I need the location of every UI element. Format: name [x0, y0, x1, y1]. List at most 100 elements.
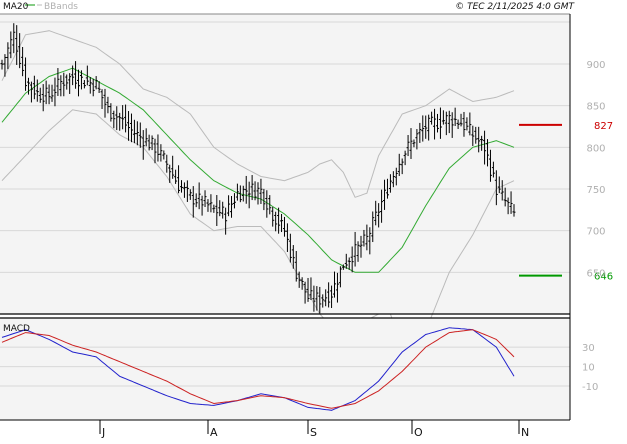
ohlc-bar	[212, 204, 216, 213]
ohlc-bar	[115, 106, 119, 131]
ohlc-bar	[456, 119, 460, 129]
ohlc-bar	[194, 193, 198, 208]
ohlc-bar	[244, 175, 248, 204]
ohlc-bars	[0, 23, 516, 314]
ohlc-bar	[50, 84, 54, 102]
price-y-tick-label: 900	[586, 60, 605, 71]
ohlc-bar	[306, 277, 310, 302]
ohlc-bar	[400, 158, 404, 175]
ohlc-bar	[421, 115, 425, 142]
ohlc-bar	[26, 77, 30, 95]
ohlc-bar	[62, 72, 66, 97]
ohlc-bar	[256, 182, 260, 205]
ohlc-bar	[129, 113, 133, 143]
ohlc-bar	[12, 23, 16, 54]
ohlc-bar	[324, 289, 328, 307]
ohlc-bar	[253, 181, 257, 201]
ohlc-bar	[15, 25, 19, 65]
ohlc-bar	[97, 81, 101, 93]
ohlc-bar	[371, 211, 375, 243]
ohlc-bar	[191, 186, 195, 218]
ohlc-bar	[179, 180, 183, 193]
macd-panel: 30 10 -10	[0, 318, 598, 420]
ohlc-bar	[150, 135, 154, 151]
ohlc-bar	[377, 203, 381, 228]
ohlc-bar	[41, 84, 45, 112]
ohlc-bar	[29, 81, 33, 103]
ohlc-bar	[497, 176, 501, 194]
ohlc-bar	[453, 107, 457, 127]
ohlc-bar	[227, 195, 231, 217]
ohlc-bar	[468, 112, 472, 136]
x-tick-label: O	[414, 426, 423, 439]
macd-y-tick-label: 10	[582, 363, 595, 374]
price-y-tick-label: 700	[586, 227, 605, 238]
ohlc-bar	[500, 180, 504, 201]
ohlc-bar	[232, 193, 236, 209]
ohlc-bar	[215, 195, 219, 226]
ohlc-bar	[94, 76, 98, 90]
ohlc-bar	[235, 183, 239, 201]
ohlc-bar	[338, 266, 342, 288]
ohlc-bar	[412, 139, 416, 148]
ohlc-bar	[112, 110, 116, 129]
ohlc-bar	[79, 70, 83, 90]
ohlc-bar	[153, 138, 157, 164]
ohlc-bar	[471, 125, 475, 147]
ohlc-bar	[365, 224, 369, 251]
ohlc-bar	[330, 285, 334, 308]
ohlc-bar	[127, 111, 131, 141]
ohlc-bar	[300, 277, 304, 290]
ohlc-bar	[318, 286, 322, 314]
ohlc-bar	[362, 229, 366, 247]
ohlc-bar	[506, 197, 510, 215]
macd-grid	[0, 346, 570, 387]
ohlc-bar	[56, 68, 60, 96]
ohlc-bar	[424, 115, 428, 139]
ohlc-bar	[124, 104, 128, 133]
macd-title: MACD	[3, 324, 30, 334]
price-y-axis: 650 700 750 800 850 900	[586, 60, 605, 279]
price-levels: 827 646	[519, 121, 613, 283]
ohlc-bar	[68, 73, 72, 94]
ohlc-bar	[250, 175, 254, 201]
ohlc-bar	[106, 96, 110, 114]
ohlc-bar	[38, 87, 42, 103]
ohlc-bar	[433, 108, 437, 140]
ohlc-bar	[268, 195, 272, 215]
ohlc-bar	[147, 134, 151, 151]
macd-y-tick-label: 30	[582, 343, 595, 354]
ohlc-bar	[162, 150, 166, 160]
ohlc-bar	[171, 155, 175, 179]
macd-y-axis: 30 10 -10	[582, 343, 598, 393]
ohlc-bar	[285, 223, 289, 252]
ohlc-bar	[82, 80, 86, 89]
ohlc-bar	[121, 105, 125, 130]
ma20-legend-label: MA20	[3, 2, 29, 12]
ohlc-bar	[359, 235, 363, 258]
bbands-legend-label: BBands	[44, 2, 78, 12]
macd-y-tick-label: -10	[582, 382, 598, 393]
ohlc-bar	[347, 257, 351, 270]
ohlc-bar	[483, 130, 487, 165]
chart-header: MA20 BBands © TEC 2/11/2025 4:0 GMT	[3, 2, 576, 12]
ohlc-bar	[203, 190, 207, 208]
bbands-upper-line	[1, 30, 515, 198]
ohlc-bar	[218, 200, 222, 217]
ohlc-bar	[6, 42, 10, 70]
ohlc-bar	[465, 117, 469, 131]
x-tick-label: S	[310, 426, 317, 439]
x-tick-label: N	[521, 426, 529, 439]
ohlc-bar	[297, 271, 301, 288]
ohlc-bar	[238, 185, 242, 203]
ohlc-bar	[188, 189, 192, 200]
ohlc-bar	[394, 167, 398, 186]
price-panel: 827 646 650 700 750 800 850 900	[0, 14, 613, 349]
ohlc-bar	[391, 171, 395, 188]
ohlc-bar	[144, 128, 148, 147]
ohlc-bar	[491, 161, 495, 178]
ohlc-bar	[444, 111, 448, 136]
ohlc-bar	[53, 77, 57, 107]
